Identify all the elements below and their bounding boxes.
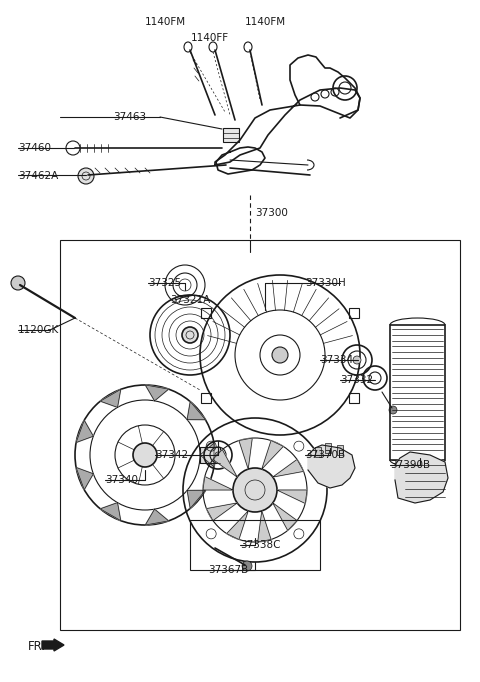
- Circle shape: [272, 347, 288, 363]
- Polygon shape: [273, 460, 303, 477]
- Bar: [200, 447, 220, 463]
- Text: 1140FM: 1140FM: [144, 17, 186, 27]
- Polygon shape: [206, 503, 237, 520]
- Text: 1140FM: 1140FM: [244, 17, 286, 27]
- Polygon shape: [100, 503, 121, 520]
- Text: 37330H: 37330H: [305, 278, 346, 288]
- Circle shape: [389, 406, 397, 414]
- Polygon shape: [227, 511, 248, 539]
- Bar: [202, 393, 211, 402]
- Polygon shape: [273, 503, 297, 531]
- Bar: [60, 240, 460, 630]
- Bar: [390, 325, 445, 460]
- Circle shape: [215, 452, 221, 458]
- Text: 37370B: 37370B: [305, 450, 345, 460]
- Text: 37321A: 37321A: [170, 295, 210, 305]
- Text: FR.: FR.: [28, 640, 46, 653]
- Text: 37367B: 37367B: [208, 565, 248, 575]
- Bar: [337, 445, 343, 455]
- Polygon shape: [76, 420, 93, 443]
- Text: 1140FF: 1140FF: [191, 33, 229, 43]
- Circle shape: [11, 276, 25, 290]
- Circle shape: [182, 327, 198, 343]
- Text: 37340: 37340: [105, 475, 138, 485]
- Text: 37334: 37334: [320, 355, 353, 365]
- Circle shape: [242, 561, 252, 571]
- Polygon shape: [145, 385, 168, 401]
- Text: 37460: 37460: [18, 143, 51, 153]
- Text: 37342: 37342: [155, 450, 188, 460]
- Bar: [348, 393, 359, 402]
- Text: 37332: 37332: [340, 375, 373, 385]
- Polygon shape: [145, 509, 168, 525]
- Bar: [325, 443, 331, 453]
- Circle shape: [133, 443, 157, 467]
- Polygon shape: [213, 449, 237, 477]
- Text: 37462A: 37462A: [18, 171, 58, 181]
- Polygon shape: [187, 490, 205, 508]
- Polygon shape: [100, 389, 121, 407]
- Bar: [348, 308, 359, 318]
- Text: 37338C: 37338C: [240, 540, 280, 550]
- Polygon shape: [200, 443, 214, 467]
- Polygon shape: [277, 490, 307, 503]
- Text: 37325: 37325: [148, 278, 181, 288]
- Polygon shape: [76, 467, 93, 490]
- Circle shape: [233, 468, 277, 512]
- Bar: [223, 128, 239, 142]
- Polygon shape: [308, 445, 355, 488]
- Polygon shape: [258, 511, 271, 542]
- Text: 37463: 37463: [113, 112, 146, 122]
- Circle shape: [353, 356, 361, 364]
- Polygon shape: [187, 402, 205, 419]
- Bar: [202, 308, 211, 318]
- Text: 37300: 37300: [255, 208, 288, 218]
- Bar: [190, 520, 320, 570]
- Circle shape: [78, 168, 94, 184]
- FancyArrow shape: [42, 639, 64, 651]
- Polygon shape: [395, 452, 448, 503]
- Polygon shape: [203, 477, 233, 490]
- Bar: [315, 447, 321, 457]
- Text: 1120GK: 1120GK: [18, 325, 59, 335]
- Polygon shape: [262, 441, 283, 469]
- Polygon shape: [239, 438, 252, 469]
- Text: 37390B: 37390B: [390, 460, 430, 470]
